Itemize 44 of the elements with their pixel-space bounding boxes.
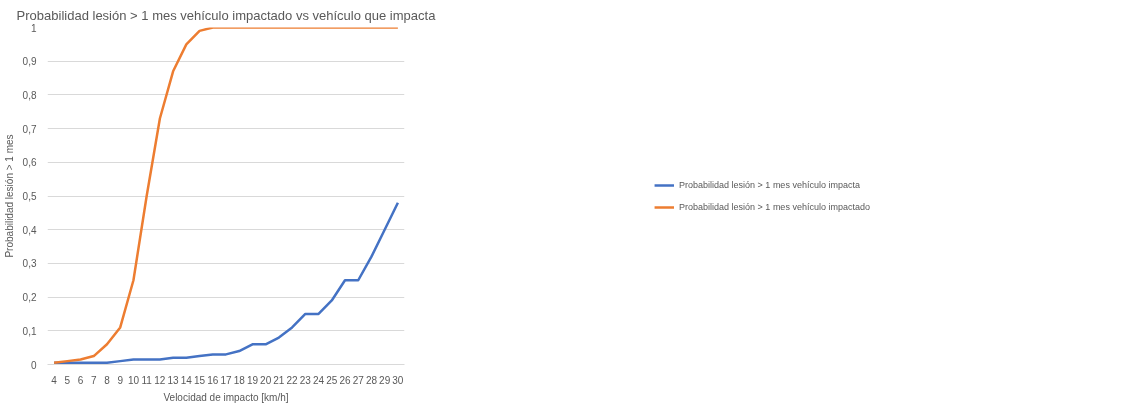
y-axis-title: Probabilidad lesión > 1 mes xyxy=(3,134,15,258)
x-tick-label: 15 xyxy=(193,374,206,386)
x-tick-label: 8 xyxy=(104,374,111,386)
x-tick-label: 13 xyxy=(167,374,180,386)
x-tick-label: 5 xyxy=(64,374,71,386)
x-tick-label: 7 xyxy=(91,374,97,386)
y-tick-label: 1 xyxy=(30,22,37,34)
x-tick-label: 10 xyxy=(127,374,140,386)
y-tick-label: 0,8 xyxy=(22,89,37,101)
x-tick-label: 30 xyxy=(392,374,404,386)
x-tick-label: 27 xyxy=(352,374,365,386)
y-tick-label: 0,6 xyxy=(22,157,37,169)
y-tick-label: 0,7 xyxy=(22,123,37,135)
x-axis-title: Velocidad de impacto [km/h] xyxy=(163,391,289,403)
legend-label: Probabilidad lesión > 1 mes vehículo impacta xyxy=(679,179,860,190)
x-tick-label: 4 xyxy=(51,374,58,386)
x-tick-label: 21 xyxy=(273,374,285,386)
x-tick-label: 9 xyxy=(117,374,124,386)
x-tick-label: 28 xyxy=(365,374,378,386)
x-tick-label: 29 xyxy=(379,374,391,386)
line-series xyxy=(52,27,400,365)
x-tick-label: 11 xyxy=(141,374,153,386)
x-tick-label: 24 xyxy=(312,374,325,386)
x-tick-label: 19 xyxy=(246,374,259,386)
x-tick-label: 12 xyxy=(154,374,166,386)
chart-title: Probabilidad lesión > 1 mes vehículo impactado vs vehículo que impacta xyxy=(16,7,437,23)
y-tick-label: 0,5 xyxy=(22,191,37,202)
x-tick-label: 17 xyxy=(220,374,232,386)
x-tick-label: 16 xyxy=(207,374,219,386)
y-tick-label: 0 xyxy=(30,359,37,371)
x-tick-label: 6 xyxy=(77,374,84,386)
y-tick-label: 0,3 xyxy=(22,258,37,270)
x-tick-label: 22 xyxy=(286,374,299,386)
y-tick-label: 0,2 xyxy=(22,292,37,304)
x-tick-label: 20 xyxy=(260,374,272,386)
x-tick-label: 14 xyxy=(180,374,193,386)
y-tick-label: 0,1 xyxy=(22,325,37,337)
x-tick-label: 25 xyxy=(326,374,338,386)
x-tick-label: 23 xyxy=(299,374,312,386)
x-tick-label: 26 xyxy=(339,374,351,386)
y-tick-label: 0,4 xyxy=(22,224,37,236)
x-tick-label: 18 xyxy=(233,374,246,386)
y-tick-label: 0,9 xyxy=(22,56,37,68)
legend-label: Probabilidad lesión > 1 mes vehículo impactado xyxy=(679,201,870,212)
